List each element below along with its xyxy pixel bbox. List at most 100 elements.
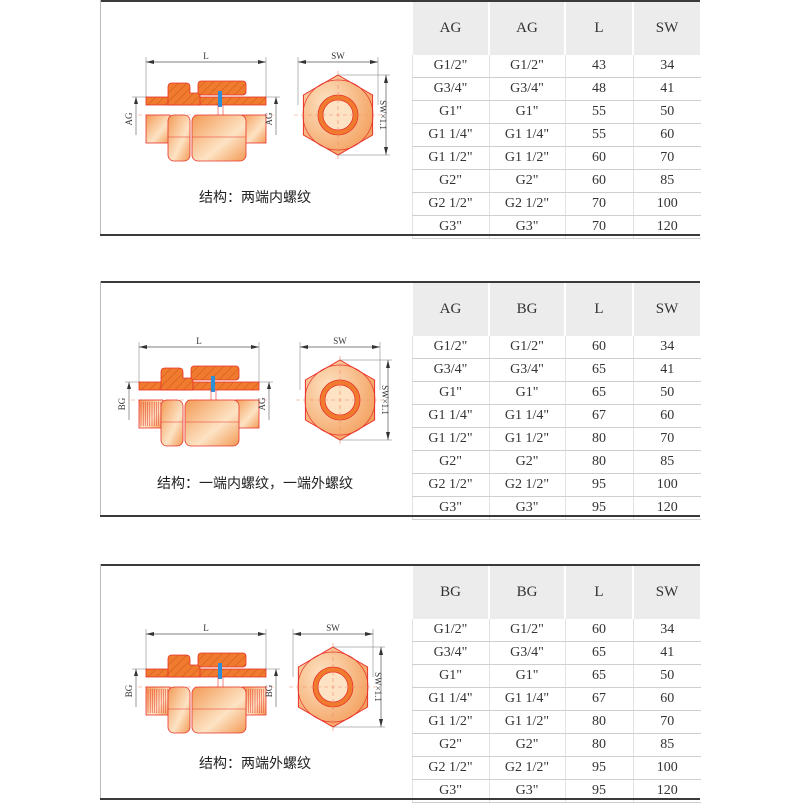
sw-label: SW xyxy=(333,336,347,346)
table-cell: 34 xyxy=(632,619,701,642)
top-rule xyxy=(100,281,700,283)
column-header: AG xyxy=(411,2,490,55)
table-cell: G1 1/2" xyxy=(488,710,565,734)
left-rule xyxy=(100,564,101,800)
table-row: G3" G3" 95 120 xyxy=(411,496,701,520)
table-cell: G3" xyxy=(488,215,565,239)
table-cell: 100 xyxy=(632,192,701,216)
table-row: G2 1/2" G2 1/2" 95 100 xyxy=(411,473,701,497)
column-header: AG xyxy=(411,283,490,336)
table-cell: 70 xyxy=(632,710,701,734)
table-row: G3/4" G3/4" 65 41 xyxy=(411,641,701,665)
table-cell: 85 xyxy=(632,169,701,193)
gasket xyxy=(218,91,222,107)
top-rule xyxy=(100,0,700,2)
table-cell: G1 1/4" xyxy=(488,123,565,147)
length-dimension: L xyxy=(145,51,267,97)
table-cell: 41 xyxy=(632,358,701,382)
column-header: SW xyxy=(632,283,702,336)
table-row: G3/4" G3/4" 48 41 xyxy=(411,77,701,101)
table-cell: 95 xyxy=(564,496,633,520)
table-cell: G3/4" xyxy=(488,77,565,101)
table-header-row: BG BG L SW xyxy=(411,566,702,619)
table-cell: 60 xyxy=(632,687,701,711)
table-row: G2 1/2" G2 1/2" 95 100 xyxy=(411,756,701,780)
table-cell: 65 xyxy=(564,664,633,688)
table-header-row: AG BG L SW xyxy=(411,283,702,336)
table-cell: 34 xyxy=(632,55,701,78)
table-row: G1/2" G1/2" 43 34 xyxy=(411,55,701,78)
length-label: L xyxy=(203,51,209,61)
table-row: G1 1/4" G1 1/4" 67 60 xyxy=(411,687,701,711)
right-thread-dimension: BG xyxy=(264,668,280,707)
table-cell: 100 xyxy=(632,473,701,497)
length-dimension: L xyxy=(138,336,260,382)
end-view-hexagon: SW SW×1.1 xyxy=(289,623,385,731)
sw-label: SW xyxy=(326,623,340,633)
table-row: G1" G1" 55 50 xyxy=(411,100,701,124)
column-header: L xyxy=(564,566,634,619)
table-cell: 70 xyxy=(564,192,633,216)
table-cell: G3/4" xyxy=(411,641,489,665)
table-cell: 60 xyxy=(632,404,701,428)
table-cell: G2 1/2" xyxy=(411,192,489,216)
sw-height-label: SW×1.1 xyxy=(380,385,390,415)
column-header: L xyxy=(564,283,634,336)
table-cell: G1" xyxy=(488,664,565,688)
table-cell: 70 xyxy=(632,146,701,170)
left-rule xyxy=(100,281,101,517)
table-cell: G2" xyxy=(488,169,565,193)
table-row: G2 1/2" G2 1/2" 70 100 xyxy=(411,192,701,216)
gasket xyxy=(218,663,222,679)
structure-caption: 结构：两端外螺纹 xyxy=(199,756,311,772)
table-cell: 70 xyxy=(564,215,633,239)
table-cell: G1 1/2" xyxy=(488,427,565,451)
exterior-bottom xyxy=(145,686,267,734)
bottom-rule xyxy=(100,798,700,800)
table-cell: 43 xyxy=(564,55,633,78)
table-row: G1 1/4" G1 1/4" 55 60 xyxy=(411,123,701,147)
gasket xyxy=(211,376,215,392)
spec-section-female-male: L xyxy=(100,281,702,520)
table-cell: 48 xyxy=(564,77,633,101)
table-cell: 60 xyxy=(564,619,633,642)
table-cell: 67 xyxy=(564,687,633,711)
table-cell: G2 1/2" xyxy=(488,192,565,216)
left-thread-label: BG xyxy=(117,397,127,410)
table-cell: G1/2" xyxy=(488,55,565,78)
table-row: G1" G1" 65 50 xyxy=(411,664,701,688)
table-cell: G3/4" xyxy=(488,358,565,382)
top-rule xyxy=(100,564,700,566)
table-cell: G1/2" xyxy=(411,336,489,359)
table-cell: 34 xyxy=(632,336,701,359)
table-cell: G1" xyxy=(411,381,489,405)
table-cell: G1" xyxy=(488,381,565,405)
table-cell: 67 xyxy=(564,404,633,428)
column-header: BG xyxy=(488,566,566,619)
table-cell: 50 xyxy=(632,381,701,405)
left-thread-dimension: BG xyxy=(124,668,146,707)
table-cell: G1" xyxy=(488,100,565,124)
table-cell: 65 xyxy=(564,358,633,382)
table-cell: 120 xyxy=(632,496,701,520)
table-cell: 65 xyxy=(564,381,633,405)
column-header: SW xyxy=(632,566,702,619)
table-cell: G2 1/2" xyxy=(488,473,565,497)
table-row: G1 1/2" G1 1/2" 80 70 xyxy=(411,427,701,451)
bottom-rule xyxy=(100,515,700,517)
table-row: G2" G2" 60 85 xyxy=(411,169,701,193)
table-cell: 85 xyxy=(632,733,701,757)
table-cell: 120 xyxy=(632,779,701,803)
exterior-bottom xyxy=(138,399,260,447)
table-row: G1" G1" 65 50 xyxy=(411,381,701,405)
table-row: G1/2" G1/2" 60 34 xyxy=(411,619,701,642)
sw-height-label: SW×1.1 xyxy=(373,672,383,702)
right-thread-label: AG xyxy=(264,112,274,125)
table-cell: G1 1/2" xyxy=(411,146,489,170)
spec-section-male-male: L xyxy=(100,564,702,803)
table-cell: 60 xyxy=(564,146,633,170)
table-cell: G2 1/2" xyxy=(488,756,565,780)
column-header: SW xyxy=(632,2,702,55)
left-thread-label: BG xyxy=(124,684,134,697)
table-cell: G3" xyxy=(488,496,565,520)
